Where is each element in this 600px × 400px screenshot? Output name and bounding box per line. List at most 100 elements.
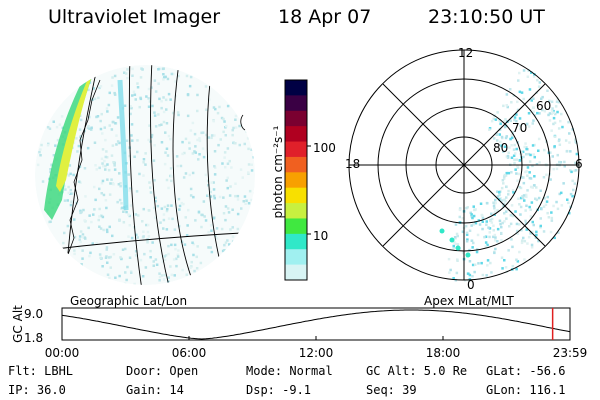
polar-speckle-dot — [523, 199, 526, 202]
geo-speckle-dot — [225, 124, 228, 128]
polar-speckle-dot — [515, 158, 518, 161]
polar-speckle-dot — [518, 185, 521, 189]
polar-speckle-dot — [468, 248, 471, 252]
geo-speckle-dot — [87, 226, 90, 230]
polar-speckle-dot — [503, 175, 506, 178]
polar-speckle-dot — [533, 114, 537, 117]
geo-speckle-dot — [147, 138, 150, 142]
geo-speckle-dot — [202, 155, 206, 159]
geo-speckle-dot — [171, 111, 175, 115]
polar-speckle-dot — [466, 272, 470, 275]
geo-speckle-dot — [162, 73, 165, 76]
mode-info: Mode: Normal — [246, 364, 333, 378]
geo-speckle-dot — [129, 270, 133, 273]
geo-speckle-dot — [39, 148, 42, 151]
geo-speckle-dot — [210, 181, 213, 184]
geo-speckle-dot — [224, 241, 228, 244]
polar-speckle-dot — [456, 243, 460, 246]
geo-speckle-dot — [81, 235, 84, 238]
geo-speckle-dot — [134, 254, 138, 257]
polar-speckle-dot — [476, 233, 480, 237]
geo-speckle-dot — [247, 147, 250, 151]
geo-speckle-dot — [134, 213, 138, 216]
polar-speckle-dot — [496, 209, 499, 212]
polar-speckle-dot — [492, 212, 496, 215]
polar-speckle-dot — [548, 99, 551, 103]
geo-speckle-dot — [105, 206, 108, 210]
geo-speckle-dot — [162, 78, 165, 81]
geo-speckle-dot — [105, 150, 108, 153]
geo-speckle-dot — [212, 217, 216, 220]
geo-speckle-dot — [154, 216, 157, 219]
polar-speckle-dot — [553, 135, 557, 138]
polar-speckle-dot — [500, 225, 503, 229]
geo-speckle-dot — [73, 252, 76, 256]
geo-speckle-dot — [157, 82, 160, 85]
polar-speckle-dot — [532, 110, 535, 113]
geo-speckle-dot — [118, 274, 121, 278]
polar-speckle-dot — [528, 88, 532, 91]
altitude-x-tick-label: 12:00 — [298, 346, 334, 360]
polar-speckle-dot — [507, 249, 510, 252]
polar-speckle-dot — [484, 241, 488, 244]
polar-speckle-dot — [571, 128, 574, 131]
geo-speckle-dot — [135, 233, 138, 237]
geo-speckle-dot — [209, 195, 213, 198]
polar-speckle-dot — [529, 215, 533, 218]
geo-speckle-dot — [210, 229, 213, 232]
auroral-arc-core — [56, 70, 94, 192]
polar-speckle-dot — [498, 198, 501, 201]
geo-speckle-dot — [49, 170, 52, 174]
polar-speckle-dot — [530, 243, 534, 247]
mlt-18-label: 18 — [345, 157, 361, 171]
polar-speckle-dot — [570, 170, 573, 174]
polar-speckle-dot — [530, 201, 534, 204]
polar-speckle-dot — [505, 217, 508, 220]
geo-speckle-dot — [107, 103, 111, 107]
door-info: Door: Open — [126, 364, 199, 378]
geo-speckle-dot — [134, 250, 138, 253]
geo-speckle-dot — [115, 143, 118, 146]
geo-speckle-dot — [121, 248, 125, 251]
polar-speckle-dot — [526, 174, 529, 177]
colorbar-tick-100-label: 100 — [313, 141, 336, 155]
polar-speckle-dot — [567, 201, 570, 205]
polar-speckle-dot — [560, 191, 563, 195]
geo-speckle-dot — [184, 172, 188, 175]
polar-speckle-dot — [522, 236, 525, 240]
geo-speckle-dot — [86, 146, 90, 150]
polar-speckle-dot — [481, 216, 485, 220]
geo-speckle-dot — [105, 248, 108, 251]
polar-speckle-dot — [524, 193, 528, 197]
polar-speckle-dot — [504, 266, 508, 269]
geo-speckle-dot — [153, 144, 156, 147]
polar-speckle-dot — [533, 155, 536, 159]
polar-speckle-dot — [452, 277, 455, 280]
colorbar-segment — [285, 80, 307, 96]
polar-speckle-dot — [472, 241, 475, 245]
geo-speckle-dot — [40, 143, 43, 147]
geo-speckle-dot — [164, 98, 168, 102]
geo-speckle-dot — [158, 279, 161, 282]
geo-speckle-dot — [125, 139, 129, 142]
polar-speckle-dot — [550, 219, 554, 222]
polar-speckle-dot — [494, 247, 497, 251]
geo-speckle-dot — [123, 104, 127, 107]
geo-speckle-dot — [139, 258, 143, 262]
polar-speckle-dot — [510, 101, 513, 104]
geo-speckle-dot — [225, 179, 228, 182]
polar-speckle-dot — [513, 118, 516, 122]
geo-speckle-dot — [149, 191, 153, 194]
polar-speckle — [447, 69, 579, 282]
polar-speckle-dot — [517, 197, 520, 200]
geo-speckle-dot — [94, 198, 97, 202]
polar-speckle-dot — [525, 204, 528, 207]
geo-speckle-dot — [124, 247, 127, 251]
polar-speckle-dot — [527, 152, 531, 156]
geo-speckle-dot — [213, 150, 217, 153]
geo-speckle-dot — [88, 127, 91, 130]
polar-speckle-dot — [528, 205, 531, 209]
geo-speckle-dot — [104, 168, 107, 171]
polar-speckle-dot — [532, 75, 536, 78]
polar-speckle-dot — [511, 189, 515, 192]
